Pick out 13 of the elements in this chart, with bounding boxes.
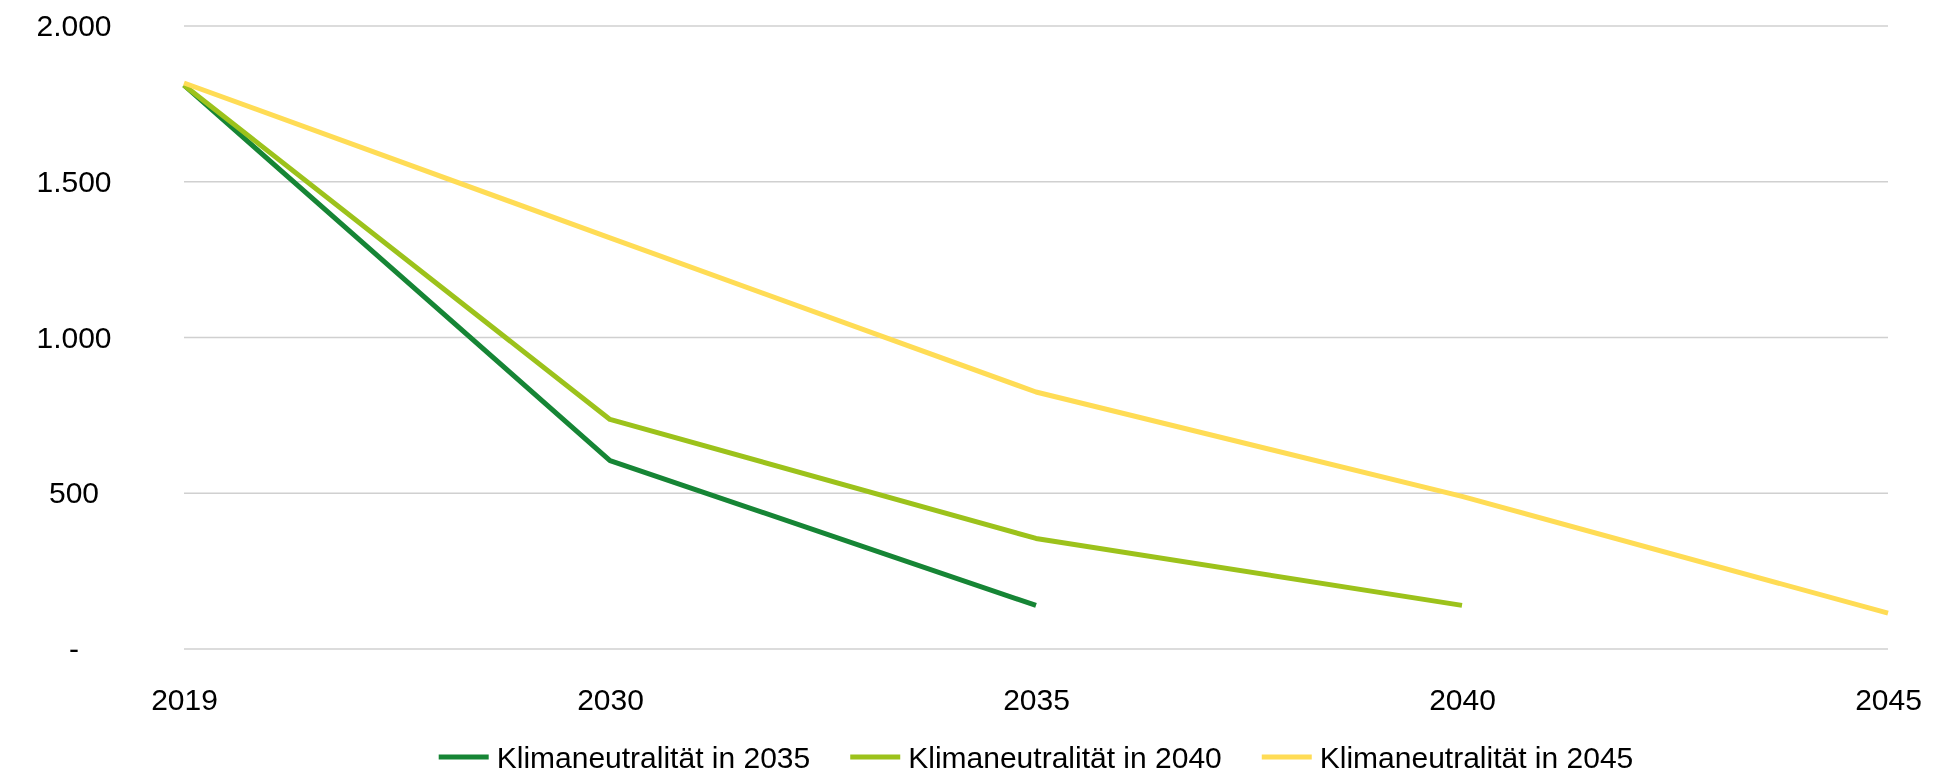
x-tick-label: 2040: [1429, 683, 1496, 717]
y-tick-label: 500: [48, 476, 100, 510]
x-tick-label: 2035: [1003, 683, 1070, 717]
y-tick-label: 1.000: [36, 320, 112, 354]
x-tick-label: 2045: [1855, 683, 1922, 717]
x-tick-label: 2019: [151, 683, 218, 717]
y-tick-label: 2.000: [36, 9, 112, 43]
x-tick-label: 2030: [577, 683, 644, 717]
legend-label: Klimaneutralität in 2035: [496, 740, 811, 774]
y-tick-label: 1.500: [36, 164, 112, 198]
y-tick-label: -: [69, 632, 79, 666]
legend-label: Klimaneutralität in 2045: [1319, 740, 1634, 774]
legend-label: Klimaneutralität in 2040: [908, 740, 1222, 774]
